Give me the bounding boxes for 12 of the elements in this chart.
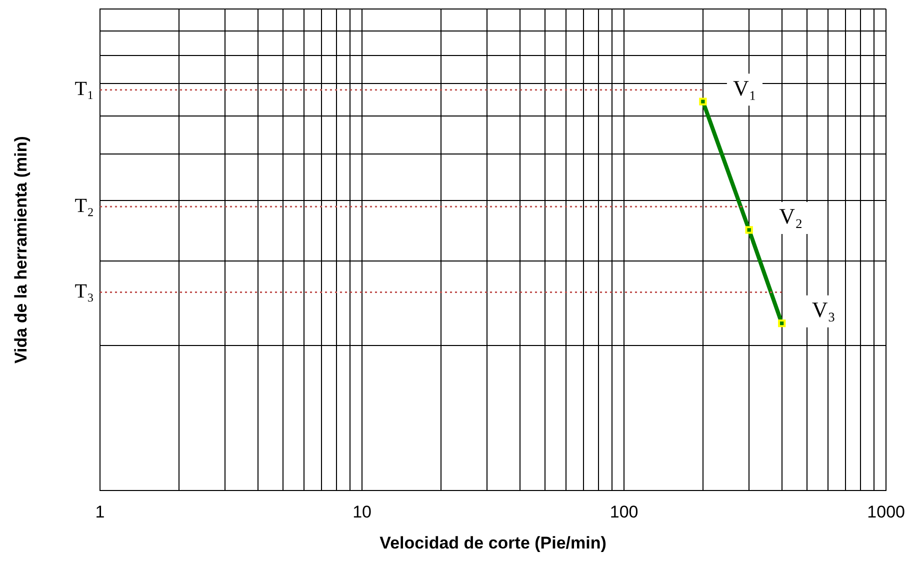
ref-line-label: T₃ bbox=[74, 280, 94, 302]
x-tick-label: 100 bbox=[610, 502, 638, 522]
y-axis-title: Vida de la herramienta (min) bbox=[12, 136, 31, 364]
x-tick-label: 10 bbox=[352, 502, 372, 522]
ref-line-label: T₁ bbox=[74, 78, 94, 100]
x-axis-title: Velocidad de corte (Pie/min) bbox=[380, 534, 606, 553]
annotation: V₁ bbox=[732, 75, 756, 100]
annotation: V₃ bbox=[812, 297, 836, 322]
x-tick-label: 1 bbox=[95, 502, 105, 522]
x-tick-label: 1000 bbox=[867, 502, 906, 522]
ref-line-label: T₂ bbox=[74, 194, 94, 217]
annotation: V₂ bbox=[779, 204, 803, 229]
